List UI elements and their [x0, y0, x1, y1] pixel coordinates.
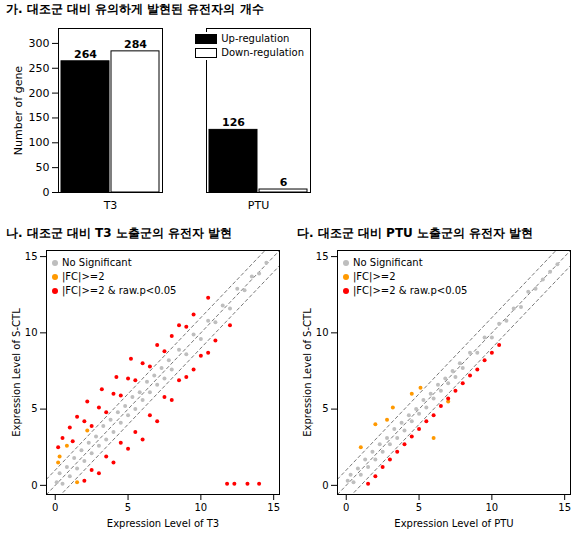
html-text:가. 대조군 대비 유의하게 발현된 유전자의 개수: 가. 대조군 대비 유의하게 발현된 유전자의 개수	[6, 2, 264, 16]
html-text:No Significant: No Significant	[353, 257, 423, 268]
svg-text:284: 284	[124, 38, 147, 51]
html-text:Down-regulation: Down-regulation	[221, 47, 304, 58]
svg-text:15: 15	[267, 502, 280, 513]
svg-text:15: 15	[316, 251, 329, 262]
svg-text:15: 15	[25, 251, 38, 262]
svg-text:300: 300	[29, 37, 50, 50]
svg-text:10: 10	[485, 502, 498, 513]
svg-text:Expression Level of PTU: Expression Level of PTU	[394, 518, 513, 529]
svg-text:Expression Level of S-CTL: Expression Level of S-CTL	[11, 308, 22, 437]
svg-text:T3: T3	[103, 199, 118, 212]
svg-text:150: 150	[29, 111, 50, 124]
svg-text:5: 5	[31, 403, 37, 414]
html-text:No Significant: No Significant	[62, 257, 132, 268]
svg-text:PTU: PTU	[248, 199, 269, 212]
svg-text:10: 10	[25, 327, 38, 338]
svg-text:5: 5	[125, 502, 131, 513]
svg-text:0: 0	[43, 186, 50, 199]
svg-text:10: 10	[316, 327, 329, 338]
svg-text:50: 50	[36, 161, 50, 174]
html-text:|FC|>=2: |FC|>=2	[62, 271, 105, 282]
svg-text:10: 10	[194, 502, 207, 513]
svg-text:5: 5	[322, 403, 328, 414]
svg-text:0: 0	[322, 480, 328, 491]
html-text:|FC|>=2 & raw.p<0.05: |FC|>=2 & raw.p<0.05	[62, 285, 177, 296]
svg-text:Number of gene: Number of gene	[12, 66, 25, 156]
svg-text:Expression Level of S-CTL: Expression Level of S-CTL	[302, 308, 313, 437]
svg-text:Expression Level of T3: Expression Level of T3	[107, 518, 219, 529]
svg-text:0: 0	[343, 502, 349, 513]
html-text:|FC|>=2: |FC|>=2	[353, 271, 396, 282]
html-text:다. 대조군 대비 PTU 노출군의 유전자 발현: 다. 대조군 대비 PTU 노출군의 유전자 발현	[297, 226, 534, 240]
svg-text:250: 250	[29, 62, 50, 75]
html-text:Up-regulation: Up-regulation	[221, 33, 290, 44]
svg-text:6: 6	[280, 176, 288, 189]
svg-text:100: 100	[29, 136, 50, 149]
html-text:|FC|>=2 & raw.p<0.05: |FC|>=2 & raw.p<0.05	[353, 285, 468, 296]
svg-text:15: 15	[558, 502, 571, 513]
svg-text:0: 0	[52, 502, 58, 513]
svg-text:264: 264	[74, 48, 97, 61]
html-text:나. 대조군 대비 T3 노출군의 유전자 발현: 나. 대조군 대비 T3 노출군의 유전자 발현	[6, 226, 233, 240]
svg-text:5: 5	[416, 502, 422, 513]
svg-text:200: 200	[29, 87, 50, 100]
svg-text:0: 0	[31, 480, 37, 491]
svg-text:126: 126	[222, 116, 245, 129]
